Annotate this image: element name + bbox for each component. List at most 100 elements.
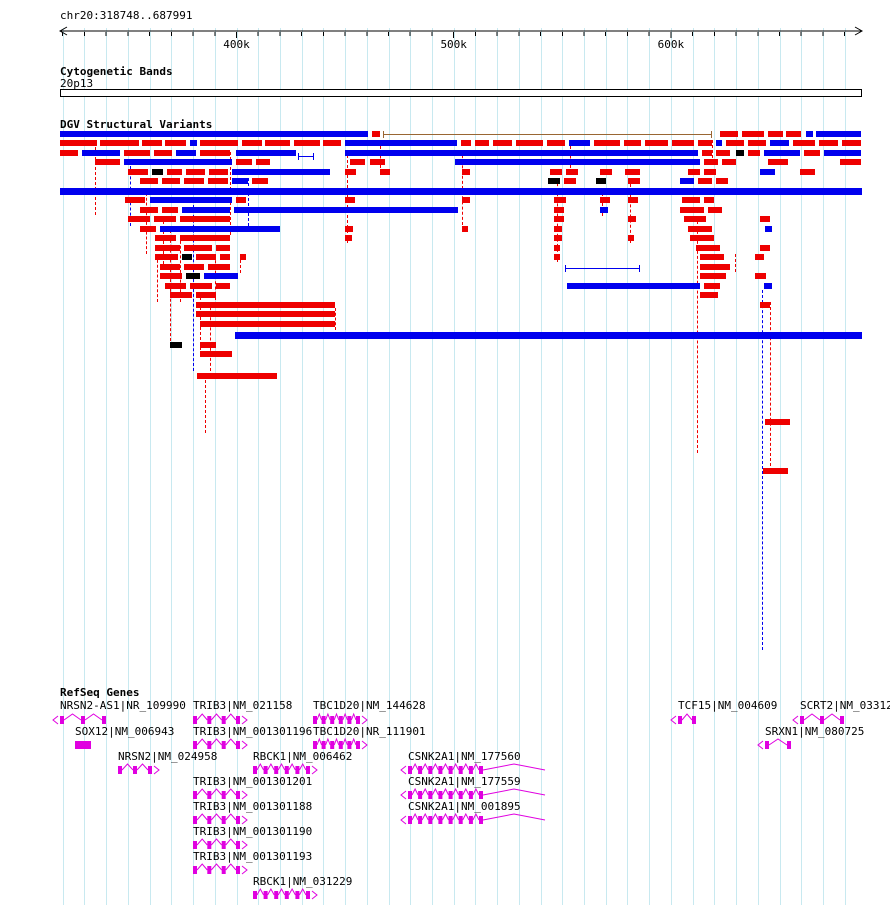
variant-bar[interactable] bbox=[345, 226, 353, 232]
gene-glyph[interactable] bbox=[185, 788, 248, 802]
variant-bar[interactable] bbox=[208, 178, 228, 184]
variant-bar[interactable] bbox=[645, 140, 668, 146]
variant-bar[interactable] bbox=[748, 150, 760, 156]
variant-bar[interactable] bbox=[696, 245, 720, 251]
variant-bar[interactable] bbox=[196, 311, 335, 317]
variant-bar[interactable] bbox=[180, 235, 230, 241]
variant-bar[interactable] bbox=[765, 226, 772, 232]
variant-bar[interactable] bbox=[196, 254, 216, 260]
variant-bar[interactable] bbox=[566, 169, 578, 175]
gene-glyph[interactable] bbox=[185, 713, 248, 727]
variant-bar[interactable] bbox=[180, 216, 230, 222]
variant-bar[interactable] bbox=[184, 245, 212, 251]
variant-bar[interactable] bbox=[625, 169, 640, 175]
variant-bar[interactable] bbox=[60, 150, 78, 156]
variant-bar[interactable] bbox=[82, 150, 120, 156]
variant-bar[interactable] bbox=[372, 131, 380, 137]
variant-bar[interactable] bbox=[672, 140, 694, 146]
variant-span[interactable] bbox=[565, 265, 640, 272]
gene-glyph[interactable] bbox=[757, 738, 799, 752]
variant-bar[interactable] bbox=[124, 150, 150, 156]
variant-bar[interactable] bbox=[170, 292, 192, 298]
variant-bar[interactable] bbox=[736, 150, 744, 156]
variant-bar[interactable] bbox=[804, 150, 820, 156]
variant-bar[interactable] bbox=[370, 159, 385, 165]
variant-bar[interactable] bbox=[186, 169, 205, 175]
variant-bar[interactable] bbox=[726, 140, 744, 146]
variant-bar[interactable] bbox=[160, 273, 182, 279]
variant-bar[interactable] bbox=[232, 178, 248, 184]
variant-bar[interactable] bbox=[234, 207, 458, 213]
variant-bar[interactable] bbox=[200, 140, 238, 146]
variant-bar[interactable] bbox=[140, 226, 156, 232]
variant-bar[interactable] bbox=[800, 169, 815, 175]
variant-bar[interactable] bbox=[380, 169, 390, 175]
variant-bar[interactable] bbox=[768, 131, 783, 137]
variant-bar[interactable] bbox=[628, 235, 634, 241]
variant-bar[interactable] bbox=[242, 140, 262, 146]
variant-bar[interactable] bbox=[204, 273, 238, 279]
variant-bar[interactable] bbox=[682, 197, 700, 203]
variant-bar[interactable] bbox=[760, 216, 770, 222]
variant-bar[interactable] bbox=[190, 283, 212, 289]
variant-bar[interactable] bbox=[516, 140, 543, 146]
variant-bar[interactable] bbox=[547, 140, 565, 146]
variant-bar[interactable] bbox=[550, 169, 562, 175]
variant-bar[interactable] bbox=[256, 159, 270, 165]
variant-bar[interactable] bbox=[216, 245, 230, 251]
variant-bar[interactable] bbox=[770, 140, 789, 146]
variant-bar[interactable] bbox=[708, 207, 722, 213]
variant-bar[interactable] bbox=[564, 178, 576, 184]
variant-bar[interactable] bbox=[698, 178, 712, 184]
variant-bar[interactable] bbox=[554, 226, 562, 232]
variant-bar[interactable] bbox=[184, 264, 204, 270]
variant-bar[interactable] bbox=[124, 159, 232, 165]
variant-bar[interactable] bbox=[764, 150, 800, 156]
variant-bar[interactable] bbox=[700, 273, 726, 279]
variant-bar[interactable] bbox=[722, 159, 736, 165]
gene-glyph[interactable] bbox=[305, 712, 368, 727]
variant-bar[interactable] bbox=[567, 283, 700, 289]
variant-bar[interactable] bbox=[702, 150, 712, 156]
variant-bar[interactable] bbox=[628, 197, 638, 203]
gene-glyph[interactable] bbox=[67, 738, 99, 752]
variant-bar[interactable] bbox=[165, 283, 186, 289]
variant-bar[interactable] bbox=[154, 216, 176, 222]
variant-bar[interactable] bbox=[150, 197, 232, 203]
variant-bar[interactable] bbox=[125, 197, 145, 203]
variant-bar[interactable] bbox=[554, 207, 564, 213]
variant-bar[interactable] bbox=[232, 169, 330, 175]
variant-bar[interactable] bbox=[600, 197, 610, 203]
variant-bar[interactable] bbox=[700, 264, 730, 270]
variant-bar[interactable] bbox=[600, 207, 608, 213]
variant-bar[interactable] bbox=[793, 140, 815, 146]
variant-bar[interactable] bbox=[155, 235, 176, 241]
variant-bar[interactable] bbox=[100, 140, 139, 146]
band-box[interactable] bbox=[60, 89, 862, 97]
variant-bar[interactable] bbox=[350, 159, 365, 165]
gene-glyph[interactable] bbox=[305, 737, 368, 752]
variant-span[interactable] bbox=[383, 131, 712, 138]
variant-bar[interactable] bbox=[462, 197, 470, 203]
variant-bar[interactable] bbox=[548, 178, 560, 184]
variant-bar[interactable] bbox=[345, 150, 698, 156]
variant-bar[interactable] bbox=[236, 150, 296, 156]
variant-bar[interactable] bbox=[462, 226, 468, 232]
variant-bar[interactable] bbox=[160, 226, 280, 232]
variant-bar[interactable] bbox=[345, 197, 355, 203]
variant-bar[interactable] bbox=[688, 226, 712, 232]
variant-bar[interactable] bbox=[162, 207, 178, 213]
variant-bar[interactable] bbox=[323, 140, 341, 146]
variant-bar[interactable] bbox=[220, 254, 230, 260]
variant-bar[interactable] bbox=[236, 159, 252, 165]
variant-bar[interactable] bbox=[176, 150, 196, 156]
variant-bar[interactable] bbox=[182, 254, 192, 260]
variant-bar[interactable] bbox=[252, 178, 268, 184]
gene-glyph[interactable] bbox=[185, 813, 248, 827]
variant-bar[interactable] bbox=[208, 264, 230, 270]
variant-bar[interactable] bbox=[768, 159, 788, 165]
variant-bar[interactable] bbox=[700, 254, 724, 260]
variant-bar[interactable] bbox=[680, 178, 694, 184]
gene-glyph[interactable] bbox=[185, 863, 248, 877]
variant-bar[interactable] bbox=[167, 169, 182, 175]
